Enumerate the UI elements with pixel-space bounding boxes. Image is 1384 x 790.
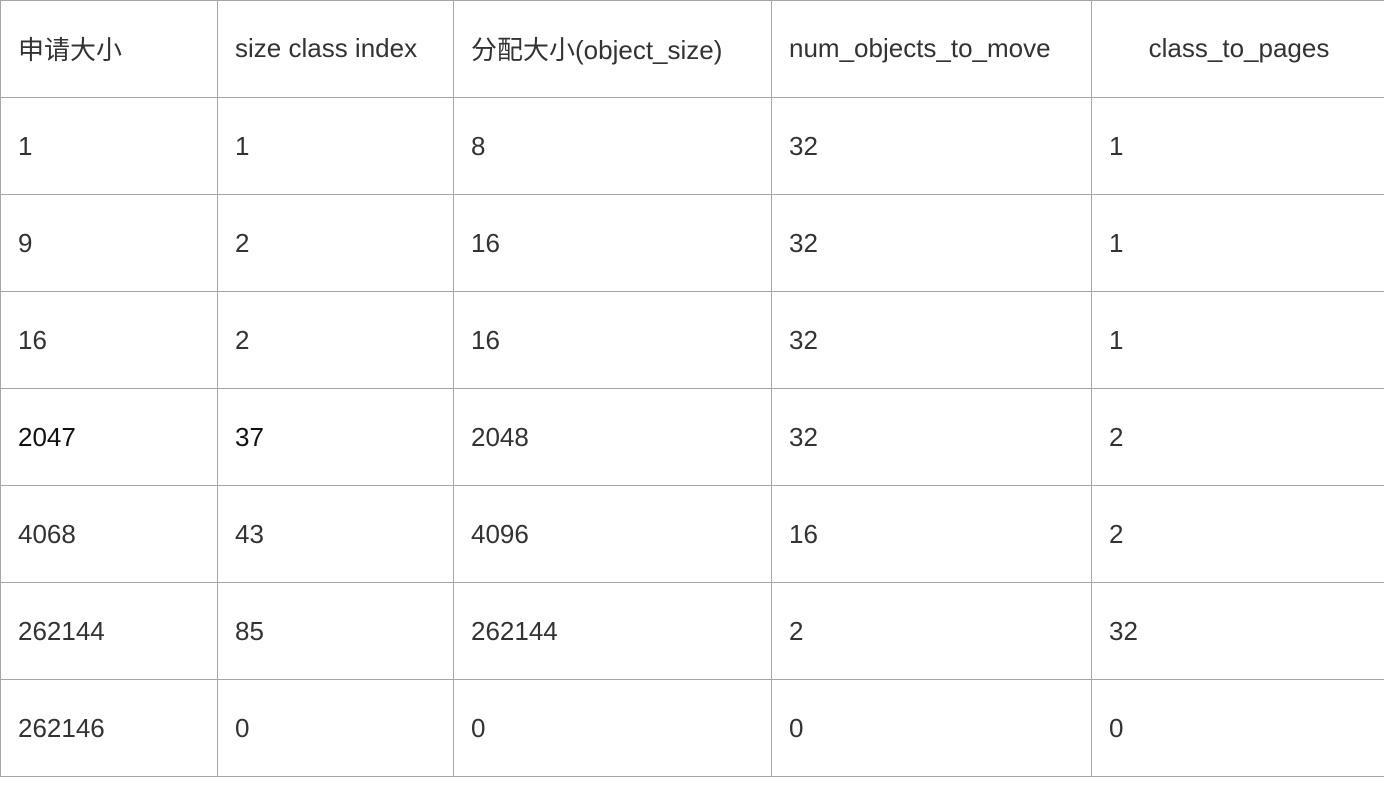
header-num-objects-to-move: num_objects_to_move xyxy=(771,0,1092,98)
cell-size-class-index: 2 xyxy=(217,194,454,292)
cell-size-class-index: 1 xyxy=(217,97,454,195)
cell-num-objects-to-move: 0 xyxy=(771,679,1092,777)
cell-class-to-pages: 1 xyxy=(1091,291,1384,389)
cell-size-class-index: 85 xyxy=(217,582,454,680)
cell-class-to-pages: 2 xyxy=(1091,388,1384,486)
cell-class-to-pages: 0 xyxy=(1091,679,1384,777)
cell-request-size: 262144 xyxy=(0,582,218,680)
cell-request-size: 2047 xyxy=(0,388,218,486)
cell-num-objects-to-move: 32 xyxy=(771,291,1092,389)
cell-num-objects-to-move: 32 xyxy=(771,97,1092,195)
cell-num-objects-to-move: 32 xyxy=(771,388,1092,486)
header-size-class-index: size class index xyxy=(217,0,454,98)
table-row: 16 2 16 32 1 xyxy=(0,291,1384,389)
header-class-to-pages: class_to_pages xyxy=(1091,0,1384,98)
cell-num-objects-to-move: 32 xyxy=(771,194,1092,292)
cell-request-size: 4068 xyxy=(0,485,218,583)
header-request-size: 申请大小 xyxy=(0,0,218,98)
cell-class-to-pages: 32 xyxy=(1091,582,1384,680)
cell-class-to-pages: 2 xyxy=(1091,485,1384,583)
table-row: 262146 0 0 0 0 xyxy=(0,679,1384,777)
cell-request-size: 1 xyxy=(0,97,218,195)
cell-num-objects-to-move: 16 xyxy=(771,485,1092,583)
cell-object-size: 262144 xyxy=(453,582,772,680)
cell-object-size: 2048 xyxy=(453,388,772,486)
cell-class-to-pages: 1 xyxy=(1091,97,1384,195)
cell-object-size: 16 xyxy=(453,291,772,389)
table-row: 4068 43 4096 16 2 xyxy=(0,485,1384,583)
cell-request-size: 16 xyxy=(0,291,218,389)
cell-object-size: 16 xyxy=(453,194,772,292)
cell-size-class-index: 2 xyxy=(217,291,454,389)
cell-num-objects-to-move: 2 xyxy=(771,582,1092,680)
cell-object-size: 8 xyxy=(453,97,772,195)
cell-object-size: 0 xyxy=(453,679,772,777)
cell-class-to-pages: 1 xyxy=(1091,194,1384,292)
cell-request-size: 262146 xyxy=(0,679,218,777)
cell-size-class-index: 0 xyxy=(217,679,454,777)
cell-size-class-index: 37 xyxy=(217,388,454,486)
cell-size-class-index: 43 xyxy=(217,485,454,583)
cell-request-size: 9 xyxy=(0,194,218,292)
table-row: 9 2 16 32 1 xyxy=(0,194,1384,292)
table-row: 1 1 8 32 1 xyxy=(0,97,1384,195)
cell-object-size: 4096 xyxy=(453,485,772,583)
header-object-size: 分配大小(object_size) xyxy=(453,0,772,98)
table-row: 2047 37 2048 32 2 xyxy=(0,388,1384,486)
header-row: 申请大小 size class index 分配大小(object_size) … xyxy=(0,0,1384,98)
table-row: 262144 85 262144 2 32 xyxy=(0,582,1384,680)
